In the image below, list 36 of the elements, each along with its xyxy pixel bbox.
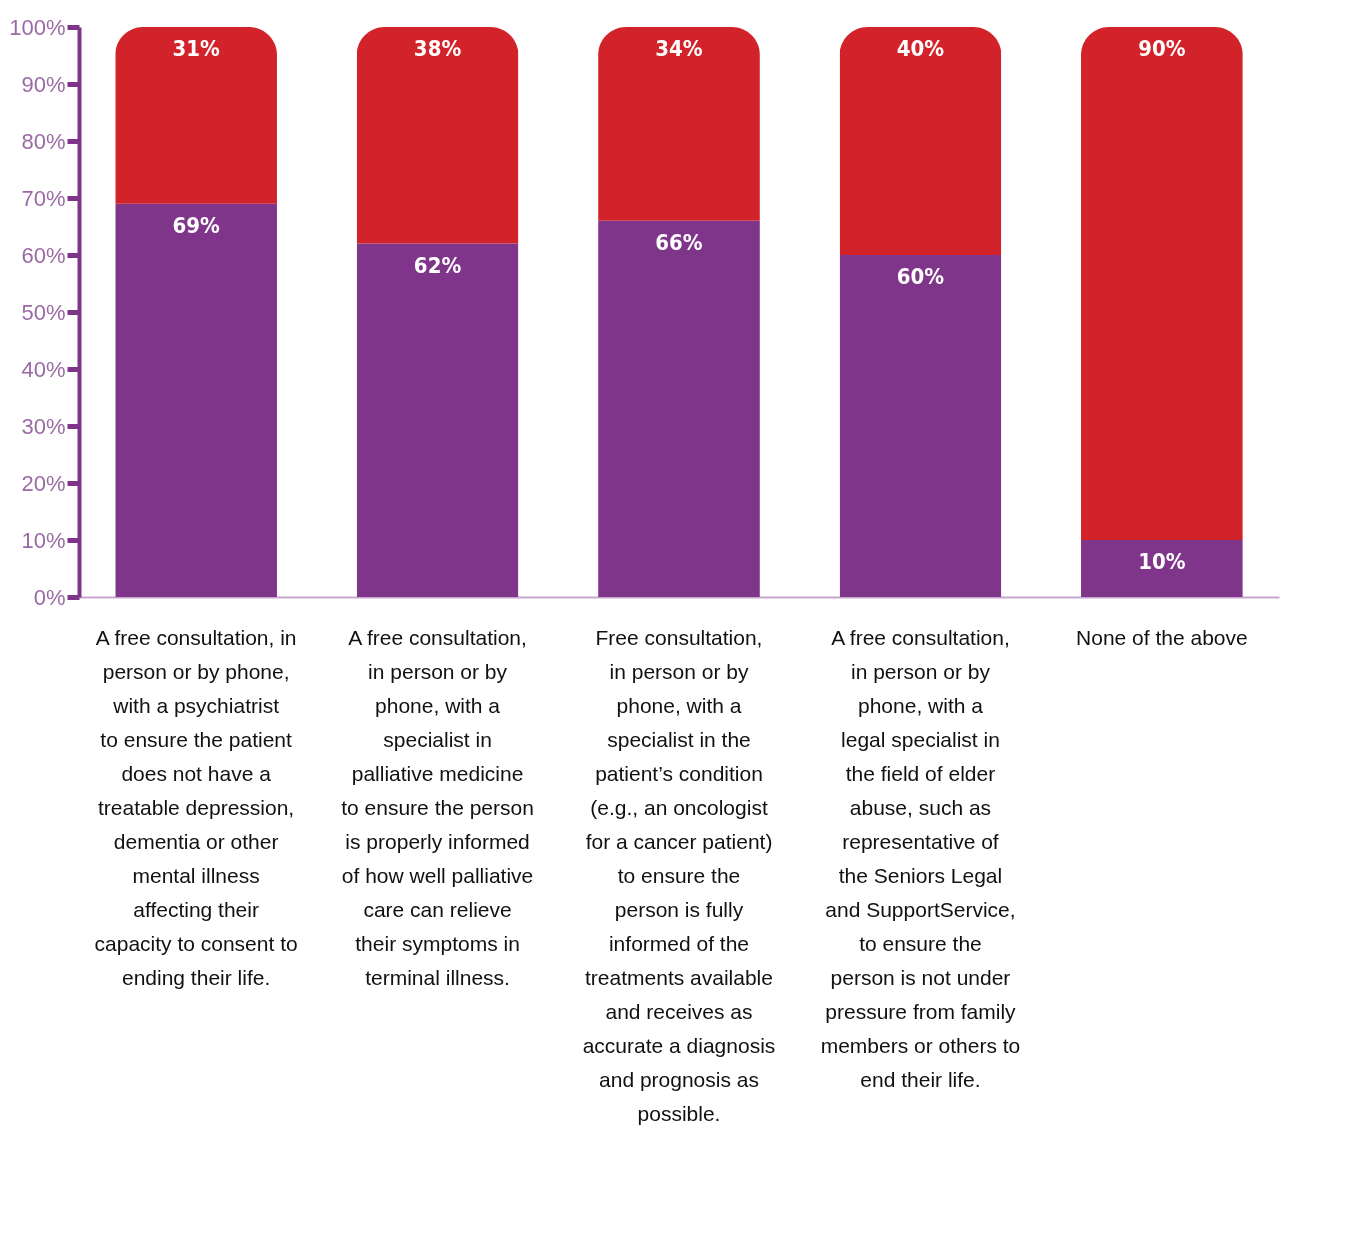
y-tick-label: 70% [21,185,66,211]
bar [598,27,760,221]
bar [356,243,519,597]
y-tick-label: 80% [21,128,66,154]
bar [115,203,277,597]
data-label: 40% [896,36,945,61]
bar [839,27,1002,255]
bar [1081,27,1243,540]
y-tick-label: 100% [9,14,66,40]
category-label: Free consultation, in person or by phone, with a specialist in the patient’s condition (e.g., an oncologist for a cancer patient) to ensure the person is fully informed of the treatments available and receives as accurate a diagnosis and prognosis as possible. [582,625,776,1125]
bar [839,255,1002,597]
data-label: 90% [1138,36,1186,61]
y-tick-label: 20% [21,470,66,496]
bar [356,27,519,244]
data-label: 66% [655,229,703,255]
data-label: 10% [1138,549,1186,574]
y-tick-label: 10% [21,527,66,553]
data-label: 62% [413,252,462,278]
data-label: 34% [655,36,703,61]
data-label: 31% [172,36,220,61]
category-label: A free consultation, in person or by phone, with a legal specialist in the field of elder abuse, such as representative of the Seniors Legal and SupportService, to ensure the person is not under pressure from family members or others to end their life. [820,625,1021,1091]
y-tick-label: 40% [21,356,66,382]
y-tick-label: 0% [33,584,66,610]
data-label: 69% [172,212,220,238]
bar [598,220,760,597]
bar [115,27,277,204]
data-label: 60% [896,264,945,289]
y-tick-label: 50% [21,299,66,325]
category-label: A free consultation, in person or by phone, with a specialist in palliative medicine to ensure the person is properly informed of how well palliative care can relieve their symptoms in terminal illness. [341,625,534,989]
bar [1081,540,1243,597]
y-tick-label: 90% [21,71,66,97]
data-label: 38% [413,36,462,61]
y-tick-label: 60% [21,242,66,268]
x-tick-label: None of the above [1076,625,1248,649]
y-tick-label: 30% [21,413,66,439]
category-label: A free consultation, in person or by phone, with a psychiatrist to ensure the patient does not have a treatable depression, dementia or other mental illness affecting their capacity to consent to ending their life. [94,625,298,989]
